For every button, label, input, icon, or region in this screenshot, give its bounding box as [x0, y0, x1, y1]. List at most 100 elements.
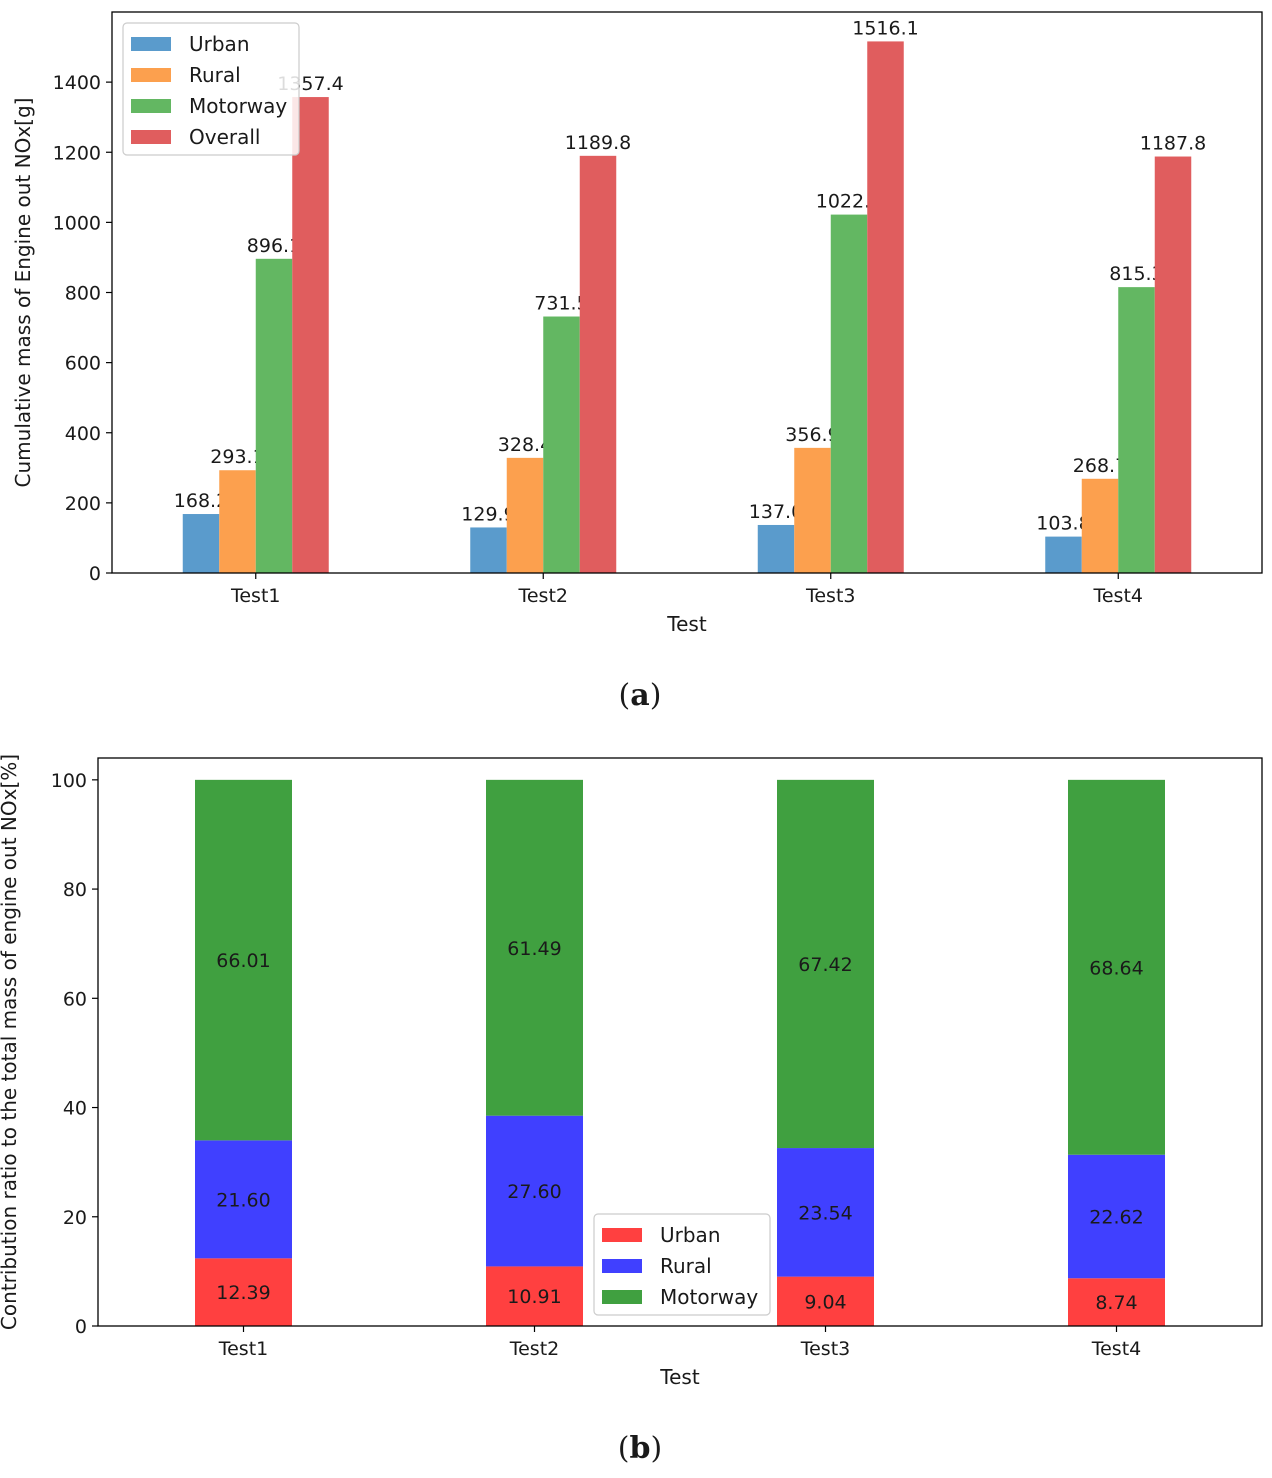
data-label-urban-test3: 9.04	[804, 1291, 846, 1313]
data-label-urban-test1: 168.2	[174, 490, 228, 512]
bar-overall-test4	[1154, 156, 1192, 573]
bar-rural-test2	[506, 457, 544, 573]
x-tick-label-test3: Test3	[800, 1338, 851, 1360]
y-tick-label: 400	[65, 423, 101, 445]
bar-urban-test1	[182, 514, 220, 573]
plot-frame	[97, 757, 1263, 1327]
data-label-urban-test4: 103.8	[1036, 513, 1090, 535]
y-axis-label: Contribution ratio to the total mass of …	[0, 754, 21, 1330]
bar-urban-test2	[486, 1266, 583, 1326]
y-tick-label: 1000	[53, 212, 101, 234]
legend: Urban Rural Motorway	[593, 1213, 771, 1316]
x-axis-label: Test	[666, 612, 707, 636]
bar-motorway-test2	[486, 779, 583, 1116]
bar-rural-test2	[486, 1115, 583, 1267]
caption-open: (	[618, 1431, 630, 1466]
legend-swatch-rural	[602, 1259, 642, 1273]
legend-swatch-rural	[131, 68, 171, 82]
caption-close: )	[650, 678, 662, 713]
data-label-motorway-test2: 61.49	[507, 938, 561, 960]
bar-overall-test3	[867, 41, 904, 574]
data-label-motorway-test4: 815.3	[1109, 263, 1163, 285]
legend-swatch-overall	[131, 130, 171, 144]
y-tick-label: 1400	[53, 72, 101, 94]
legend-label-urban: Urban	[189, 32, 250, 56]
chart-a: 168.2 129.9 137.0 103.8 293.1 328.4 356.9 268.7…	[11, 11, 1263, 713]
bar-rural-test1	[219, 470, 256, 573]
data-label-rural-test2: 27.60	[507, 1181, 561, 1203]
bar-motorway-test2	[543, 316, 580, 573]
bar-motorway-test1	[255, 258, 293, 573]
bar-overall-test1	[292, 97, 329, 574]
x-tick-label-test4: Test4	[1092, 585, 1143, 607]
legend: Urban Rural Motorway Overall	[122, 22, 300, 156]
y-tick-label: 80	[63, 879, 87, 901]
bar-urban-test1	[195, 1258, 292, 1326]
data-label-rural-test4: 268.7	[1073, 455, 1127, 477]
data-label-urban-test4: 8.74	[1095, 1292, 1137, 1314]
y-tick-label: 0	[89, 563, 101, 585]
x-tick-label-test1: Test1	[230, 585, 281, 607]
legend-label-urban: Urban	[660, 1223, 721, 1247]
data-label-urban-test2: 129.9	[461, 503, 515, 525]
x-tick-label-test1: Test1	[218, 1338, 269, 1360]
bar-motorway-test3	[777, 779, 874, 1149]
data-label-motorway-test1: 896.1	[247, 235, 301, 257]
data-label-rural-test3: 23.54	[798, 1202, 852, 1224]
y-tick-label: 20	[63, 1207, 87, 1229]
bar-rural-test3	[777, 1148, 874, 1277]
x-tick-label-test4: Test4	[1091, 1338, 1142, 1360]
legend-swatch-motorway	[602, 1290, 642, 1304]
bar-motorway-test3	[830, 214, 868, 573]
legend-swatch-urban	[131, 37, 171, 51]
data-label-urban-test1: 12.39	[216, 1282, 270, 1304]
data-label-motorway-test2: 731.5	[534, 293, 588, 315]
y-tick-label: 800	[65, 283, 101, 305]
legend-label-rural: Rural	[189, 63, 241, 87]
legend-swatch-motorway	[131, 99, 171, 113]
legend-swatch-urban	[602, 1228, 642, 1242]
bar-motorway-test4	[1118, 287, 1155, 573]
y-tick-label: 200	[65, 493, 101, 515]
y-tick-label: 60	[63, 988, 87, 1010]
legend-box	[122, 22, 300, 156]
data-label-motorway-test3: 1022.2	[816, 191, 882, 213]
caption-letter: b	[630, 1431, 651, 1466]
bar-rural-test3	[794, 447, 831, 573]
bar-rural-test4	[1081, 478, 1119, 573]
data-label-rural-test1: 293.1	[210, 446, 264, 468]
data-label-motorway-test4: 68.64	[1089, 957, 1143, 979]
y-tick-label: 100	[51, 770, 87, 792]
bar-rural-test4	[1068, 1154, 1165, 1279]
data-label-urban-test3: 137.0	[749, 501, 803, 523]
bar-urban-test3	[777, 1276, 874, 1326]
chart-b: 12.39 21.60 66.01 10.91 27.60 61.49 9.04 23.54 6…	[0, 754, 1263, 1466]
bar-urban-test4	[1045, 536, 1082, 573]
x-axis-label: Test	[659, 1365, 700, 1389]
bar-urban-test2	[470, 527, 507, 573]
legend-label-motorway: Motorway	[189, 94, 287, 118]
caption-close: )	[650, 1431, 662, 1466]
y-tick-label: 1200	[53, 142, 101, 164]
x-tick-label-test3: Test3	[805, 585, 856, 607]
caption-open: (	[619, 678, 631, 713]
bar-urban-test4	[1068, 1278, 1165, 1326]
legend-label-rural: Rural	[660, 1254, 712, 1278]
data-label-overall-test4: 1187.8	[1140, 133, 1206, 155]
figure-caption: (b)	[618, 1431, 662, 1466]
figure-caption: (a)	[619, 678, 662, 713]
data-label-rural-test1: 21.60	[216, 1189, 270, 1211]
data-label-motorway-test3: 67.42	[798, 954, 852, 976]
legend-label-overall: Overall	[189, 125, 260, 149]
y-tick-label: 0	[75, 1316, 87, 1338]
y-tick-label: 600	[65, 353, 101, 375]
data-label-rural-test2: 328.4	[498, 434, 552, 456]
bar-rural-test1	[195, 1140, 292, 1259]
bar-motorway-test1	[195, 779, 292, 1141]
y-axis-label: Cumulative mass of Engine out NOx[g]	[11, 98, 35, 488]
x-tick-label-test2: Test2	[509, 1338, 560, 1360]
data-label-rural-test4: 22.62	[1089, 1206, 1143, 1228]
data-label-rural-test3: 356.9	[785, 424, 839, 446]
y-tick-label: 40	[63, 1098, 87, 1120]
